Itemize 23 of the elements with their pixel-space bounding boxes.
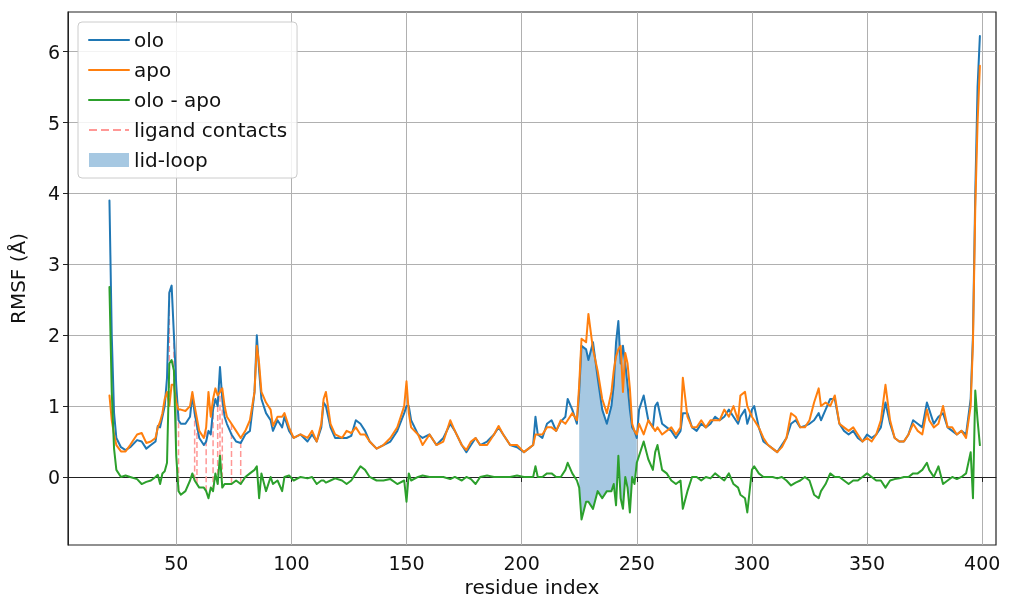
- x-tick-label: 150: [388, 551, 425, 574]
- x-axis-title: residue index: [464, 575, 600, 599]
- x-tick-label: 100: [273, 551, 310, 574]
- legend-label: lid-loop: [134, 148, 208, 172]
- legend-label: olo - apo: [134, 88, 222, 112]
- y-tick-label: 2: [47, 324, 60, 347]
- y-tick-label: 3: [47, 253, 60, 276]
- y-tick-label: 4: [47, 182, 60, 205]
- x-tick-label: 50: [164, 551, 189, 574]
- x-tick-label: 300: [733, 551, 771, 574]
- x-tick-label: 350: [848, 551, 886, 574]
- x-tick-label: 250: [618, 551, 655, 574]
- y-tick-label: 6: [47, 40, 60, 63]
- x-tick-label: 400: [964, 551, 1001, 574]
- y-tick-label: 5: [47, 111, 60, 134]
- y-tick-label: 0: [47, 465, 60, 488]
- x-tick-label: 200: [503, 551, 540, 574]
- y-axis-title: RMSF (Å): [6, 233, 30, 324]
- legend-label: olo: [134, 28, 165, 52]
- legend-label: ligand contacts: [134, 118, 288, 142]
- y-tick-label: 1: [47, 395, 60, 418]
- legend-label: apo: [134, 58, 172, 82]
- line-series: [108, 286, 981, 521]
